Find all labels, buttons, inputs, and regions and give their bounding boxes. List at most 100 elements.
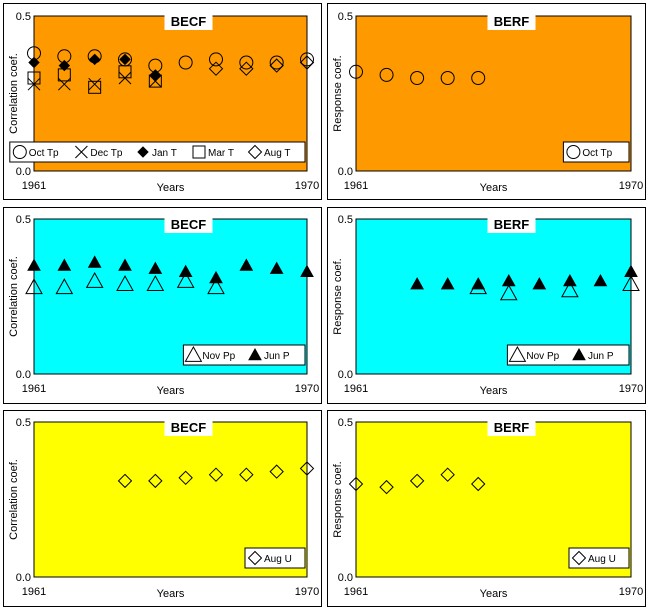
y-tick-label: 0.5 xyxy=(338,11,353,23)
legend-marker xyxy=(508,345,527,362)
plot-area xyxy=(355,15,632,172)
series-jan-t xyxy=(28,53,162,81)
data-point xyxy=(440,71,455,85)
legend-label: Dec Tp xyxy=(90,148,122,159)
data-point xyxy=(207,278,225,295)
data-point xyxy=(563,273,577,287)
data-point xyxy=(348,476,364,492)
legend-label: Jun P xyxy=(264,351,290,362)
data-point xyxy=(55,278,74,295)
data-point xyxy=(118,65,132,79)
data-point xyxy=(209,270,223,284)
series-aug-u xyxy=(348,467,486,495)
legend-box xyxy=(506,344,630,366)
data-point xyxy=(269,58,284,73)
title-box xyxy=(164,12,213,30)
data-point xyxy=(118,258,132,271)
legend-marker xyxy=(247,144,263,160)
data-point xyxy=(178,470,193,486)
legend-marker xyxy=(192,145,206,159)
chart-title: BERF xyxy=(494,217,529,232)
y-tick-label: 0.0 xyxy=(16,166,31,178)
x-tick-label: 1970 xyxy=(295,180,319,192)
data-point xyxy=(88,80,102,94)
x-tick-label: 1970 xyxy=(619,383,643,395)
legend: Aug U xyxy=(568,547,630,569)
data-point xyxy=(410,277,424,290)
legend-label: Jan T xyxy=(152,148,177,159)
legend-marker xyxy=(572,347,586,361)
data-point xyxy=(148,473,163,489)
chart-panel-5: 0.5 0.0 1961 1970 Years Correlation coef. BECF… xyxy=(3,410,322,607)
y-tick-label: 0.0 xyxy=(16,572,31,584)
data-point xyxy=(300,52,314,67)
chart-panel-6: 0.5 0.0 1961 1970 Years Response coef. BERF Aug… xyxy=(327,410,646,607)
data-point xyxy=(146,275,165,291)
x-tick-label: 1961 xyxy=(22,180,46,192)
data-point xyxy=(117,473,133,489)
data-point xyxy=(27,71,41,85)
legend-box xyxy=(182,344,306,366)
data-point xyxy=(499,284,518,301)
data-point xyxy=(269,261,284,274)
data-point xyxy=(239,55,254,70)
x-axis-label: Years xyxy=(480,182,508,194)
data-point xyxy=(300,264,314,277)
data-point xyxy=(239,467,254,482)
data-point xyxy=(25,278,43,295)
y-tick-label: 0.5 xyxy=(16,214,31,226)
title-box xyxy=(487,12,536,30)
x-tick-label: 1961 xyxy=(22,383,46,395)
data-point xyxy=(471,71,486,85)
data-point xyxy=(27,258,41,271)
legend-label: Nov Pp xyxy=(202,351,235,362)
title-box xyxy=(164,215,213,233)
series-oct-tp xyxy=(349,64,486,85)
data-point xyxy=(148,261,163,274)
data-point xyxy=(440,277,455,290)
y-tick-label: 0.5 xyxy=(338,417,353,429)
data-point xyxy=(622,275,640,291)
y-tick-label: 0.0 xyxy=(16,369,31,381)
y-tick-label: 0.0 xyxy=(338,166,353,178)
x-axis-label: Years xyxy=(157,385,185,397)
data-point xyxy=(87,255,102,268)
legend-label: Oct Tp xyxy=(582,148,612,159)
legend-label: Nov Pp xyxy=(526,351,559,362)
data-point xyxy=(269,55,284,70)
data-point xyxy=(57,77,71,91)
data-point xyxy=(178,264,193,277)
data-point xyxy=(299,55,315,70)
y-tick-label: 0.5 xyxy=(16,417,31,429)
data-point xyxy=(85,271,104,288)
legend: Nov Pp Jun P xyxy=(182,344,306,366)
legend-label: Aug U xyxy=(588,554,616,565)
data-point xyxy=(501,273,516,287)
series-jun-p xyxy=(27,255,314,284)
legend-marker xyxy=(571,550,587,566)
data-point xyxy=(28,56,40,69)
x-tick-label: 1961 xyxy=(344,586,368,598)
x-tick-label: 1970 xyxy=(619,586,643,598)
data-point xyxy=(624,264,638,277)
chart-title: BECF xyxy=(171,14,206,29)
legend-label: Oct Tp xyxy=(29,148,59,159)
data-point xyxy=(57,68,71,82)
legend-label: Mar T xyxy=(208,148,234,159)
y-tick-label: 0.5 xyxy=(16,11,31,23)
data-point xyxy=(379,479,394,495)
x-tick-label: 1970 xyxy=(619,180,643,192)
data-point xyxy=(410,71,425,85)
y-tick-label: 0.5 xyxy=(338,214,353,226)
series-aug-t xyxy=(208,55,315,76)
y-axis-label: Response coef. xyxy=(332,461,344,537)
data-point xyxy=(88,77,102,91)
x-tick-label: 1970 xyxy=(295,586,319,598)
legend-box xyxy=(9,141,306,163)
legend-marker xyxy=(248,347,262,361)
data-point xyxy=(532,277,547,290)
chart-title: BERF xyxy=(494,14,529,29)
legend-label: Aug U xyxy=(264,554,292,565)
data-point xyxy=(269,464,284,479)
